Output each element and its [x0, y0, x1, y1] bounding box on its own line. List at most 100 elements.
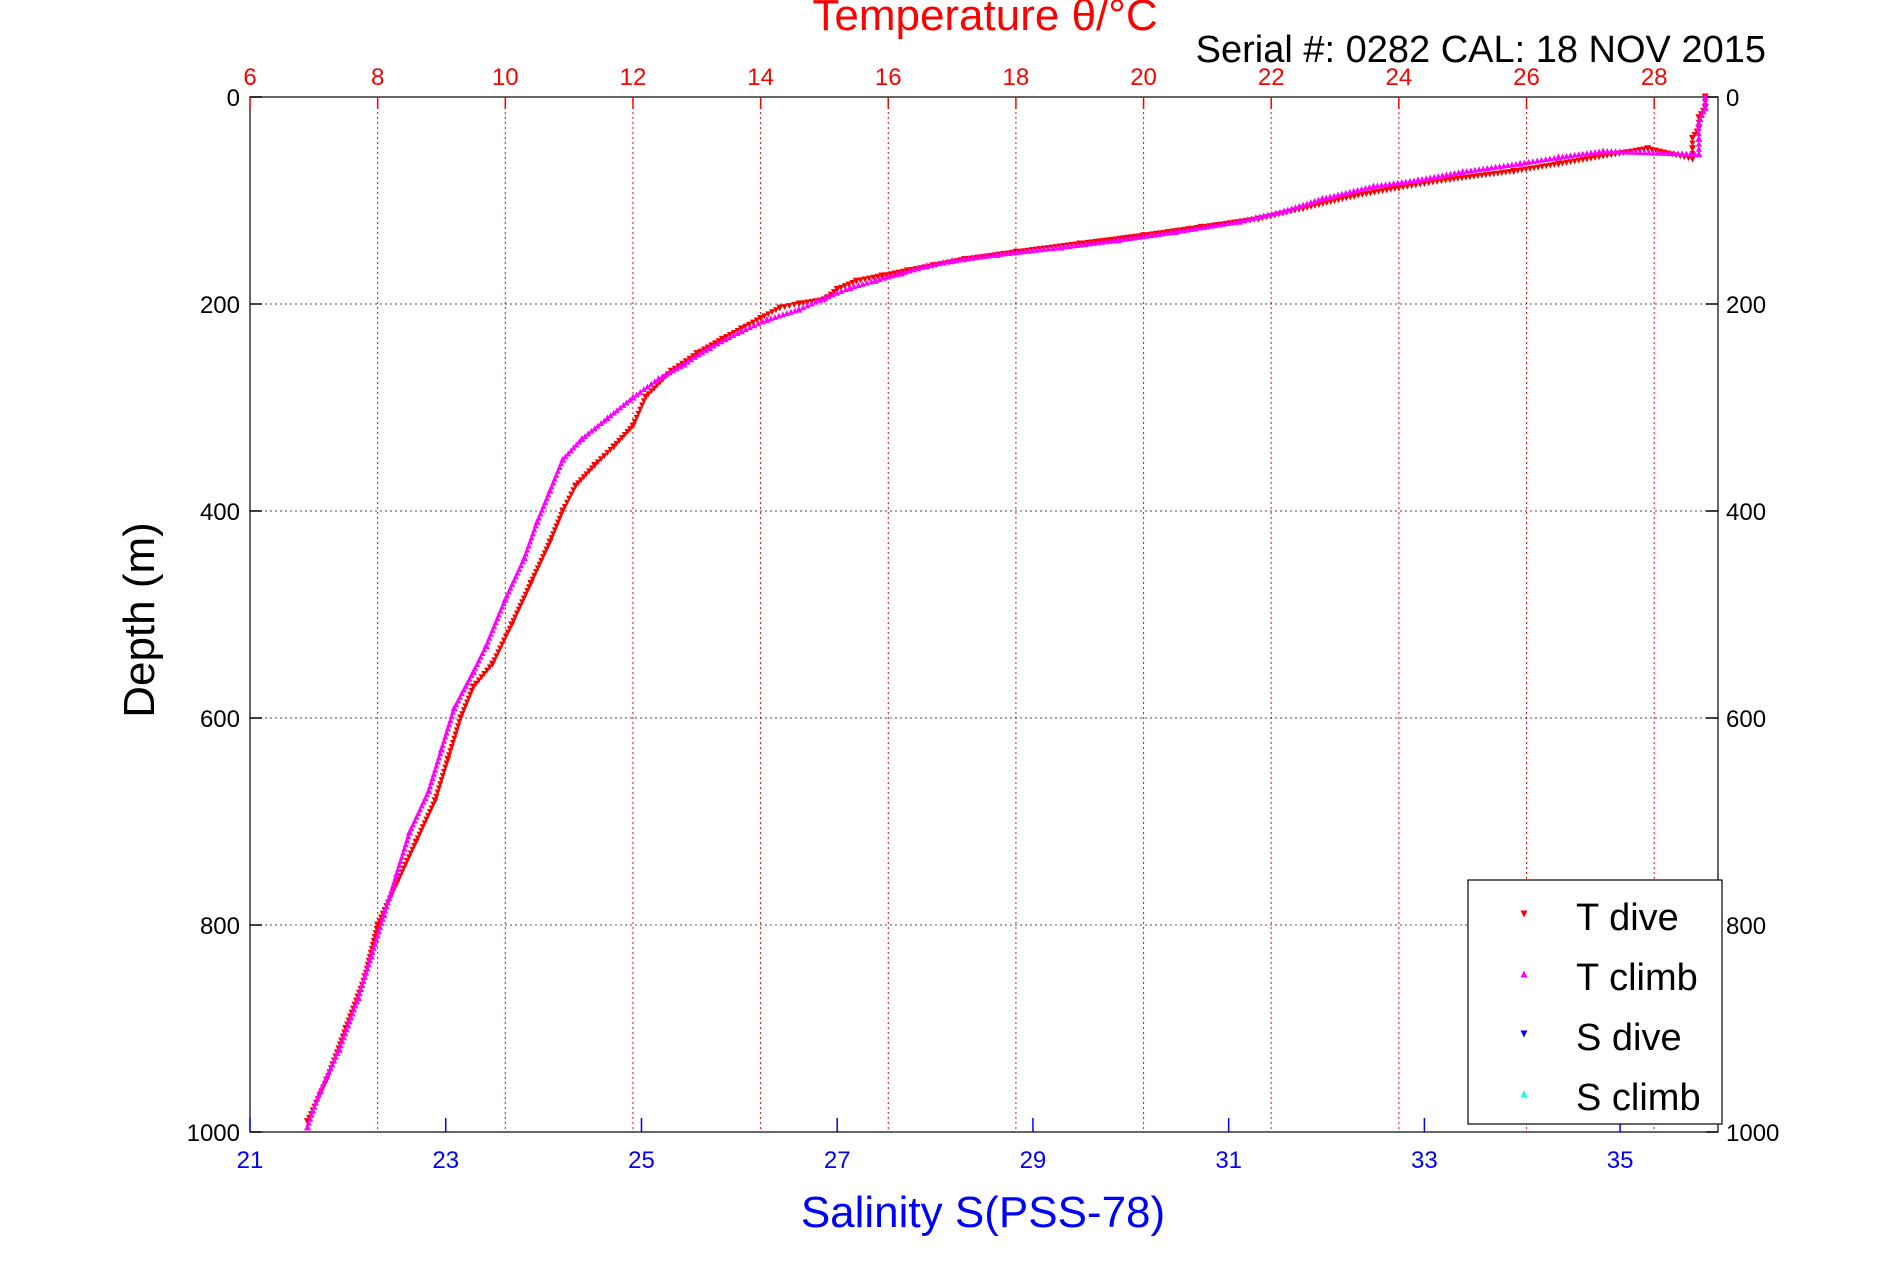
data-point	[446, 752, 453, 759]
data-point	[1591, 148, 1598, 155]
data-point	[412, 838, 420, 846]
data-point	[715, 338, 722, 345]
data-point	[718, 338, 725, 345]
chart-title: Temperature θ/°C	[812, 0, 1157, 40]
data-point	[468, 687, 475, 694]
data-point	[465, 695, 472, 702]
data-point	[1272, 209, 1279, 216]
data-point	[673, 365, 680, 372]
data-point	[1123, 235, 1130, 242]
data-point	[915, 265, 922, 272]
data-point	[428, 805, 435, 812]
data-point	[885, 273, 892, 280]
data-point	[640, 386, 647, 393]
data-point	[1216, 221, 1223, 228]
depth-tick-label-right: 800	[1726, 913, 1766, 940]
data-point	[388, 886, 395, 893]
data-point	[961, 255, 968, 262]
x-axis-label-salinity: Salinity S(PSS-78)	[801, 1188, 1165, 1237]
data-point	[495, 649, 502, 656]
data-point	[631, 418, 638, 425]
data-point	[746, 324, 753, 331]
data-point	[464, 699, 471, 706]
data-point	[1342, 189, 1349, 196]
data-point	[965, 255, 972, 262]
data-point	[510, 618, 517, 625]
data-point	[448, 743, 455, 750]
data-point	[1292, 204, 1299, 211]
legend-marker-s-dive	[1520, 1030, 1528, 1038]
data-point	[635, 410, 642, 417]
data-point	[536, 561, 543, 568]
data-point	[1184, 226, 1191, 233]
data-point	[446, 721, 453, 728]
data-point	[527, 579, 535, 587]
data-point	[522, 591, 529, 598]
data-point	[1350, 187, 1357, 194]
data-point	[1443, 171, 1450, 178]
data-point	[434, 758, 441, 765]
data-point	[699, 349, 706, 356]
data-point	[710, 342, 717, 349]
data-point	[359, 982, 366, 989]
data-point	[1529, 158, 1536, 165]
data-point	[1232, 218, 1239, 225]
data-point	[1021, 248, 1028, 255]
data-point	[442, 733, 449, 740]
data-point	[1608, 148, 1615, 155]
data-point	[791, 307, 798, 314]
data-point	[383, 903, 390, 910]
data-point	[1078, 241, 1085, 248]
data-point	[1338, 190, 1345, 197]
data-point	[1438, 178, 1445, 185]
data-point	[1041, 245, 1048, 252]
data-point	[874, 273, 881, 280]
data-point	[866, 275, 873, 282]
data-point	[508, 621, 516, 629]
data-point	[576, 438, 583, 445]
data-point	[435, 754, 442, 761]
data-point	[405, 832, 412, 839]
data-point	[1408, 183, 1415, 190]
data-point	[460, 707, 467, 714]
data-point	[406, 828, 414, 836]
data-point	[437, 745, 445, 753]
data-point	[401, 845, 408, 852]
data-point	[1082, 240, 1089, 247]
data-point	[639, 402, 646, 409]
data-point	[378, 919, 385, 926]
legend-marker-s-climb	[1520, 1090, 1528, 1098]
data-point	[418, 827, 425, 834]
data-point	[433, 762, 440, 769]
data-point	[859, 280, 866, 287]
data-point	[902, 268, 909, 275]
data-point	[1459, 168, 1467, 176]
data-point	[1264, 211, 1271, 218]
data-point	[783, 310, 790, 317]
data-point	[1685, 155, 1692, 162]
data-point	[373, 925, 380, 932]
data-point	[1633, 148, 1640, 155]
data-point	[534, 565, 541, 572]
data-point	[1260, 212, 1267, 219]
data-point	[1439, 172, 1446, 179]
data-point	[434, 789, 441, 796]
data-point	[997, 250, 1004, 257]
temperature-tick-label: 8	[371, 64, 384, 91]
data-point	[755, 320, 762, 327]
data-point	[1268, 210, 1275, 217]
data-point	[1131, 234, 1138, 241]
data-point	[868, 278, 875, 285]
data-point	[610, 409, 617, 416]
depth-tick-label-right: 600	[1726, 706, 1766, 733]
data-point	[1394, 179, 1401, 186]
data-point	[751, 322, 758, 329]
data-point	[944, 258, 951, 265]
data-point	[1098, 238, 1105, 245]
data-point	[467, 691, 474, 698]
data-point	[425, 812, 432, 819]
data-point	[851, 283, 858, 290]
data-point	[617, 404, 624, 411]
data-point	[659, 373, 666, 380]
data-point	[449, 739, 456, 746]
